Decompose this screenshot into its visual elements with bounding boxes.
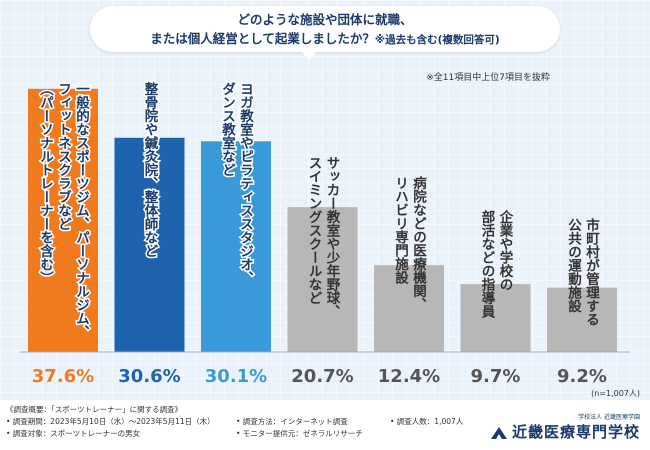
value-label-6: 9.7% — [471, 366, 521, 387]
question-suffix: ※過去も含む(複数回答可) — [374, 34, 500, 46]
category-label-4-2: スイミングスクールなど — [306, 156, 323, 305]
excerpt-note: ※全11項目中上位7項目を抜粋 — [426, 73, 550, 83]
category-label-5-1: 病院などの医療機関、 — [410, 175, 427, 311]
value-label-4: 20.7% — [291, 366, 353, 387]
category-label-5-2: リハビリ専門施設 — [392, 176, 409, 285]
survey-target: • 調査対象：スポーツトレーナーの男女 — [6, 429, 141, 438]
category-label-3-2: ダンス教室など — [219, 81, 236, 177]
category-label-1-2: フィットネスクラブなど — [55, 82, 72, 231]
survey-footer: 《調査概要：「スポーツトレーナー」に関する調査》 • 調査期間：2023年5月1… — [0, 400, 650, 450]
bar-3 — [201, 141, 271, 352]
value-label-2: 30.6% — [118, 366, 180, 387]
logo-name: 近畿医療専門学校 — [490, 421, 640, 442]
value-label-1: 37.6% — [32, 366, 94, 387]
footer-col-1: 《調査概要：「スポーツトレーナー」に関する調査》 • 調査期間：2023年5月1… — [6, 404, 215, 440]
survey-title: 《調査概要：「スポーツトレーナー」に関する調査》 — [6, 405, 183, 414]
value-label-5: 12.4% — [378, 366, 440, 387]
footer-col-3: • 調査人数：1,007人 — [390, 416, 463, 428]
survey-provider: • モニター提供元：ゼネラルリサーチ — [236, 429, 363, 438]
value-label-7: 9.2% — [557, 366, 607, 387]
question-line-2-text: または個人経営として起業しましたか？ — [150, 31, 375, 46]
bar-4 — [287, 207, 358, 352]
question-bubble: どのような施設や団体に就職、 または個人経営として起業しましたか？※過去も含む(… — [90, 6, 560, 52]
category-label-7-1: 市町村が管理する — [583, 217, 600, 327]
bar-chart: 一般的なスポーツジム、パーソナルジム、フィットネスクラブなど（パーソナルトレーナ… — [20, 79, 640, 398]
category-label-6-1: 企業や学校の — [497, 209, 515, 292]
value-label-3: 30.1% — [205, 366, 267, 387]
logo-mark-icon — [490, 426, 507, 439]
category-label-7-2: 公共の運動施設 — [565, 218, 582, 314]
category-label-6-2: 部活などの指導員 — [479, 209, 496, 320]
category-label-2-1: 整骨院や鍼灸院、整体師など — [142, 81, 159, 258]
category-label-3-1: ヨガ教室やピラティススタジオ、 — [237, 82, 254, 285]
survey-method: • 調査方法：インターネット調査 — [236, 417, 348, 426]
bubble-tail — [300, 50, 318, 60]
survey-count: • 調査人数：1,007人 — [390, 417, 464, 426]
bar-2 — [114, 137, 185, 352]
category-label-1-1: 一般的なスポーツジム、パーソナルジム、 — [73, 82, 90, 339]
bar-7 — [547, 287, 617, 352]
category-label-1-3: （パーソナルトレーナーを含む） — [37, 82, 55, 285]
logo-name-text: 近畿医療専門学校 — [511, 423, 640, 441]
bar-6 — [460, 284, 531, 352]
question-line-2: または個人経営として起業しましたか？※過去も含む(複数回答可) — [90, 29, 560, 50]
school-logo: 学校法人 近畿医療学園 近畿医療専門学校 — [490, 412, 640, 442]
category-label-4-1: サッカー教室や少年野球、 — [324, 156, 342, 318]
question-line-1: どのような施設や団体に就職、 — [237, 12, 413, 27]
bar-5 — [374, 265, 444, 352]
logo-subtitle: 学校法人 近畿医療学園 — [578, 414, 640, 421]
sample-size-note: (n=1,007人) — [591, 389, 640, 398]
survey-period: • 調査期間：2023年5月10日（水）～2023年5月11日（木） — [6, 417, 215, 426]
bar-1 — [28, 88, 98, 353]
footer-col-2: • 調査方法：インターネット調査 • モニター提供元：ゼネラルリサーチ — [236, 416, 363, 440]
